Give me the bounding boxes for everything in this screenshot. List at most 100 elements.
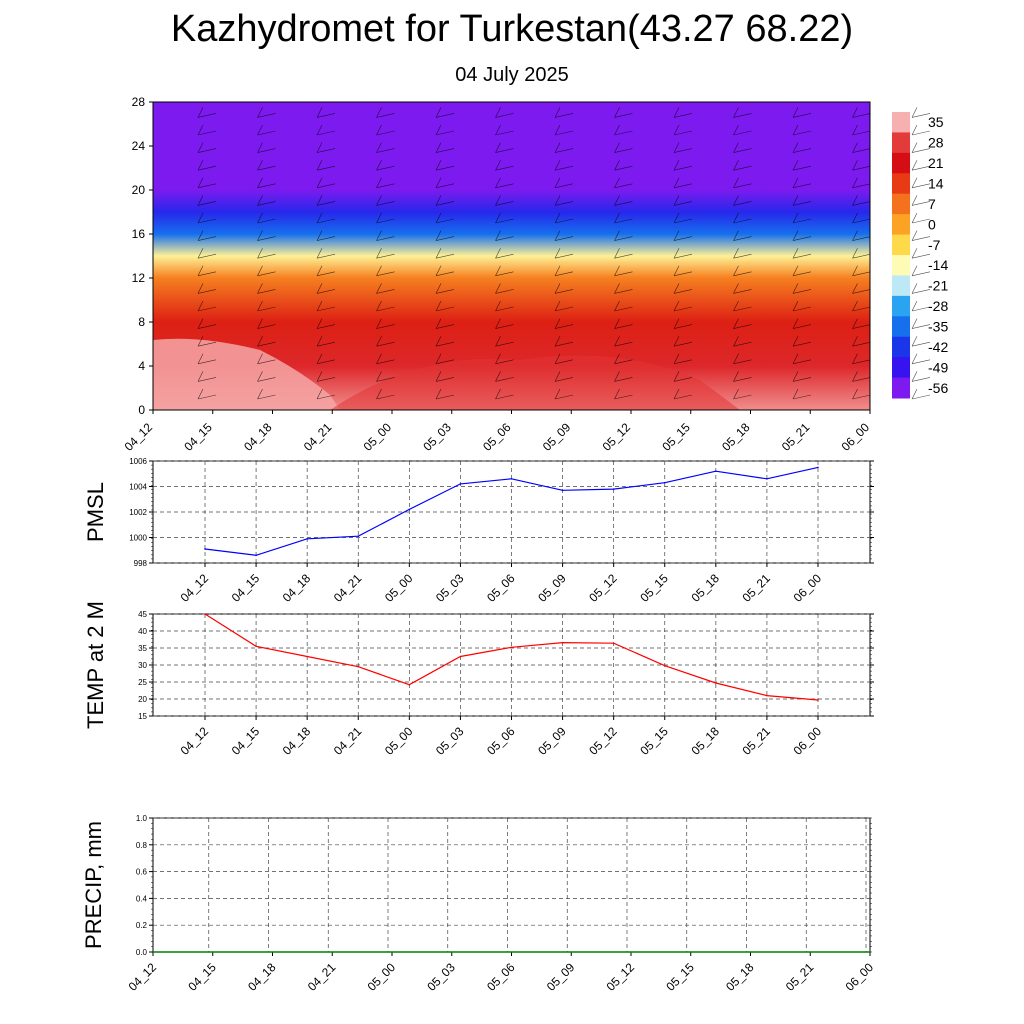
wind-barb	[197, 388, 217, 400]
x-tick-label: 05_06	[480, 420, 514, 454]
wind-barb	[614, 283, 633, 294]
wind-barb	[316, 283, 336, 294]
x-tick-label: 04_21	[331, 724, 365, 758]
wind-barb	[316, 142, 336, 153]
wind-barb	[614, 195, 633, 206]
wind-barb	[495, 353, 514, 365]
wind-barb	[554, 318, 574, 329]
wind-barb	[673, 300, 693, 312]
wind-barb	[673, 388, 693, 400]
wind-barb	[614, 142, 633, 153]
wind-barb	[733, 160, 752, 171]
y-tick-label: 16	[132, 227, 146, 241]
x-tick-label: 05_12	[604, 960, 638, 994]
wind-barb	[316, 353, 336, 365]
wind-barb	[614, 160, 633, 171]
y-tick-label: 0.8	[136, 841, 148, 850]
data-point	[766, 478, 768, 480]
data-point	[612, 488, 615, 490]
colorbar-label: 14	[928, 176, 944, 192]
wind-barb	[673, 336, 693, 347]
wind-barb	[673, 248, 693, 259]
wind-barb	[257, 336, 276, 347]
colorbar-swatch	[892, 275, 910, 297]
wind-barb	[852, 300, 871, 312]
y-tick-label: 0.0	[136, 948, 148, 957]
data-point	[204, 548, 206, 550]
wind-barb	[614, 318, 633, 329]
wind-barb	[316, 318, 336, 329]
wind-barb	[852, 388, 871, 400]
wind-barb	[376, 318, 395, 329]
wind-barb	[792, 195, 812, 206]
data-point	[663, 664, 666, 667]
y-tick-label: 0.2	[136, 921, 148, 930]
x-tick-label: 05_21	[783, 960, 817, 994]
wind-barb	[673, 195, 693, 206]
wind-barb	[792, 283, 812, 294]
wind-barb	[435, 230, 455, 241]
wind-barb	[257, 142, 276, 153]
wind-barb	[435, 248, 455, 259]
data-point	[408, 508, 411, 511]
wind-barb	[911, 124, 931, 136]
wind-barb	[911, 300, 931, 312]
wind-barb	[911, 177, 931, 189]
wind-barb	[614, 300, 633, 312]
wind-barb	[554, 160, 574, 171]
page-subtitle: 04 July 2025	[455, 64, 569, 86]
colorbar-label: 28	[928, 135, 944, 151]
wind-barb	[673, 160, 693, 171]
wind-barb	[792, 336, 812, 347]
y-axis-label: PRECIP, mm	[81, 821, 106, 949]
wind-barb	[614, 371, 633, 382]
wind-barb	[792, 212, 812, 224]
precip-panel: 0.0 0.2 0.4 0.6 0.8 1.0 04_12 04_15 04_18 04_21 05…	[81, 814, 876, 994]
colorbar-swatch	[892, 132, 910, 154]
wind-barb	[733, 230, 752, 241]
wind-barb	[554, 212, 574, 224]
wind-barb	[852, 107, 871, 118]
wind-barb	[554, 265, 574, 277]
wind-barb	[316, 265, 336, 277]
wind-barb	[852, 124, 871, 136]
wind-barb	[197, 124, 217, 136]
x-tick-label: 05_12	[586, 724, 620, 758]
wind-barb	[257, 124, 276, 136]
wind-barb	[197, 283, 217, 294]
wind-barb	[197, 318, 217, 329]
wind-barb	[852, 195, 871, 206]
x-tick-label: 04_21	[305, 960, 339, 994]
wind-barb	[197, 371, 217, 382]
wind-barb	[495, 336, 514, 347]
wind-barb	[495, 195, 514, 206]
data-point	[766, 694, 768, 697]
wind-barb	[495, 265, 514, 277]
x-tick-label: 04_12	[122, 420, 156, 454]
wind-barb	[911, 248, 931, 259]
wind-barb	[316, 212, 336, 224]
wind-barb	[733, 248, 752, 259]
y-tick-label: 0.4	[136, 894, 148, 903]
wind-barb	[911, 371, 931, 382]
wind-barb	[911, 283, 931, 294]
wind-barb	[376, 212, 395, 224]
wind-barb	[554, 336, 574, 347]
data-point	[612, 642, 615, 645]
wind-barb	[673, 353, 693, 365]
wind-barb	[495, 212, 514, 224]
wind-barb	[257, 160, 276, 171]
y-tick-label: 4	[138, 359, 145, 373]
wind-barb	[554, 142, 574, 153]
x-tick-label: 05_09	[540, 420, 574, 454]
x-tick-label: 04_18	[280, 571, 314, 605]
cross-section-panel: 0 4 8 12 16 20 24 28 04_12 04_15 04_18 04_21 05_00 05…	[122, 95, 931, 454]
wind-barb	[495, 388, 514, 400]
wind-barb	[911, 230, 931, 241]
wind-barb	[614, 388, 633, 400]
wind-barb	[554, 107, 574, 118]
wind-barb	[376, 300, 395, 312]
wind-barb	[733, 265, 752, 277]
wind-barb	[792, 124, 812, 136]
wind-barb	[792, 318, 812, 329]
